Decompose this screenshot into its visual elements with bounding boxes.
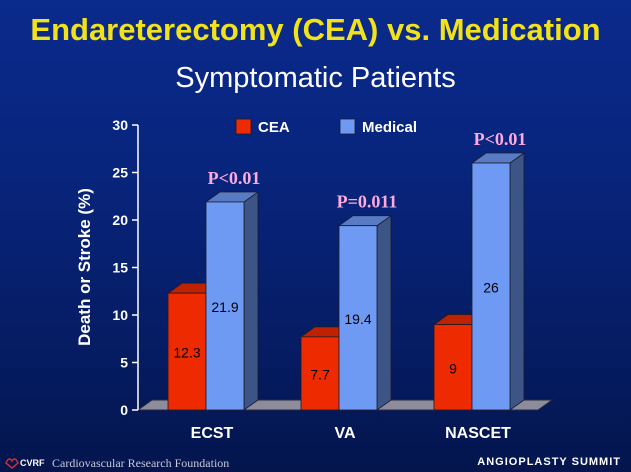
legend-swatch-medical <box>339 118 356 135</box>
data-label: 7.7 <box>310 366 330 382</box>
legend-label: CEA <box>258 119 290 136</box>
y-tick-label: 0 <box>120 402 128 418</box>
footer-organization: Cardiovascular Research Foundation <box>52 456 230 470</box>
x-tick-label: ECST <box>191 425 234 442</box>
p-value-label: P<0.01 <box>208 168 261 188</box>
bar-side-medical <box>376 214 392 411</box>
bar-cea <box>300 336 340 411</box>
bar-chart: 0 5 10 15 20 25 30 Death or Stroke (%) 12.3 21.9 P… <box>75 117 554 442</box>
y-tick-label: 15 <box>112 260 128 276</box>
y-tick-label: 30 <box>112 117 128 133</box>
bar-medical <box>338 225 378 411</box>
data-label: 12.3 <box>173 345 200 361</box>
data-label: 21.9 <box>211 299 238 315</box>
data-label: 9 <box>449 360 457 376</box>
bar-medical <box>205 201 245 411</box>
p-value-label: P<0.01 <box>474 129 527 149</box>
bar-medical <box>471 162 511 411</box>
x-tick-label: NASCET <box>445 425 511 442</box>
y-tick-label: 10 <box>112 307 128 323</box>
footer-brand: ANGIOPLASTY SUMMIT <box>477 456 621 468</box>
x-tick-label: VA <box>334 425 355 442</box>
data-label: 26 <box>483 280 499 296</box>
bar-cea <box>167 292 207 411</box>
y-tick-label: 25 <box>112 165 128 181</box>
p-value-label: P=0.011 <box>337 192 398 212</box>
cvrf-logo-icon: CVRF <box>5 458 45 469</box>
legend-label: Medical <box>362 119 417 136</box>
y-tick-label: 20 <box>112 212 128 228</box>
bar-cea <box>433 324 473 411</box>
logo-text: CVRF <box>20 458 45 468</box>
y-axis-label: Death or Stroke (%) <box>75 188 94 346</box>
data-label: 19.4 <box>344 311 371 327</box>
chart-title: Endareterectomy (CEA) vs. Medication <box>30 12 601 47</box>
y-tick-label: 5 <box>120 355 128 371</box>
legend-swatch-cea <box>235 118 252 135</box>
bar-side-medical <box>243 191 259 411</box>
chart-subtitle: Symptomatic Patients <box>175 62 456 94</box>
bar-side-medical <box>509 152 525 411</box>
